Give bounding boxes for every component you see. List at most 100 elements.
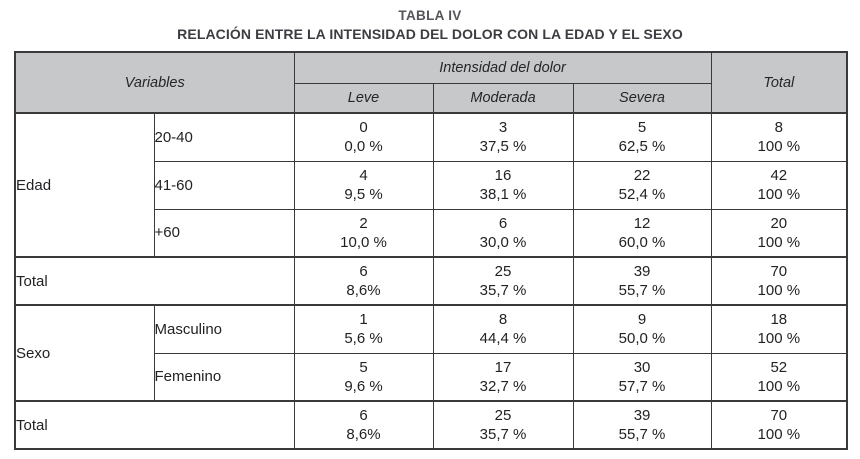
percent: 100 % (757, 426, 801, 443)
percent: 38,1 % (479, 186, 527, 203)
cell-sexo-masculino-moderada: 8 44,4 % (432, 304, 574, 354)
cell-sexo-femenino-total: 52 100 % (710, 352, 848, 402)
cell-sexo-femenino-leve: 5 9,6 % (293, 352, 434, 402)
cell-edad-20-40-moderada: 3 37,5 % (432, 112, 574, 162)
percent: 100 % (757, 138, 801, 156)
count: 25 (494, 407, 512, 424)
count: 30 (633, 358, 651, 376)
percent: 35,7 % (479, 426, 527, 443)
percent: 100 % (757, 233, 801, 251)
percent: 32,7 % (479, 377, 527, 395)
cell-edad-20-40-total: 8 100 % (710, 112, 848, 162)
percent: 57,7 % (618, 377, 666, 395)
percent: 9,6 % (344, 377, 383, 395)
cell-edad-20-40-leve: 0 0,0 % (293, 112, 434, 162)
cell-edad-41-60-moderada: 16 38,1 % (432, 160, 574, 210)
count: 12 (633, 214, 651, 232)
cell-sexo-masculino-total: 18 100 % (710, 304, 848, 354)
percent: 30,0 % (479, 233, 527, 251)
count: 0 (359, 119, 368, 137)
cell-total-sexo-moderada: 25 35,7 % (432, 400, 574, 450)
cell-sexo-femenino-severa: 30 57,7 % (572, 352, 712, 402)
percent: 0,0 % (344, 138, 383, 156)
percent: 37,5 % (479, 138, 527, 156)
count: 4 (359, 167, 368, 184)
count: 8 (774, 119, 783, 137)
row-label-femenino: Femenino (153, 352, 295, 402)
count: 42 (770, 167, 788, 184)
count: 9 (637, 311, 647, 329)
header-total: Total (710, 51, 848, 114)
row-label-41-60: 41-60 (153, 160, 295, 210)
percent: 35,7 % (479, 282, 527, 299)
group-label-sexo: Sexo (14, 304, 155, 402)
row-label-20-40: 20-40 (153, 112, 295, 162)
cell-edad-60-plus-total: 20 100 % (710, 208, 848, 258)
count: 8 (498, 311, 508, 329)
count: 18 (770, 311, 788, 329)
table-subtitle: RELACIÓN ENTRE LA INTENSIDAD DEL DOLOR C… (177, 26, 683, 42)
count: 52 (770, 358, 788, 376)
count: 39 (633, 407, 651, 424)
cell-total-edad-severa: 39 55,7 % (572, 256, 712, 306)
count: 16 (494, 167, 512, 184)
count: 5 (359, 358, 368, 376)
cell-edad-60-plus-severa: 12 60,0 % (572, 208, 712, 258)
percent: 100 % (757, 282, 801, 299)
percent: 8,6% (346, 426, 381, 443)
count: 22 (633, 167, 651, 184)
count: 25 (494, 263, 512, 280)
percent: 60,0 % (618, 233, 666, 251)
cell-total-sexo-total: 70 100 % (710, 400, 848, 450)
table-title: TABLA IV (398, 8, 462, 23)
cell-total-edad-total: 70 100 % (710, 256, 848, 306)
cell-sexo-femenino-moderada: 17 32,7 % (432, 352, 574, 402)
percent: 100 % (757, 186, 801, 203)
count: 3 (498, 119, 508, 137)
count: 17 (494, 358, 512, 376)
cell-total-edad-leve: 6 8,6% (293, 256, 434, 306)
count: 70 (770, 263, 788, 280)
percent: 100 % (757, 377, 801, 395)
count: 39 (633, 263, 651, 280)
percent: 62,5 % (618, 138, 666, 156)
header-level-severa: Severa (572, 82, 712, 114)
row-label-60-plus: +60 (153, 208, 295, 258)
percent: 5,6 % (344, 330, 383, 348)
percent: 55,7 % (618, 282, 666, 299)
percent: 9,5 % (344, 186, 383, 203)
count: 2 (359, 214, 368, 232)
count: 1 (359, 311, 368, 329)
percent: 8,6% (346, 282, 381, 299)
cell-sexo-masculino-severa: 9 50,0 % (572, 304, 712, 354)
cell-edad-41-60-total: 42 100 % (710, 160, 848, 210)
percent: 100 % (757, 330, 801, 348)
cell-edad-60-plus-leve: 2 10,0 % (293, 208, 434, 258)
cell-total-sexo-severa: 39 55,7 % (572, 400, 712, 450)
header-level-leve: Leve (293, 82, 434, 114)
count: 6 (359, 263, 368, 280)
cell-edad-41-60-severa: 22 52,4 % (572, 160, 712, 210)
count: 6 (498, 214, 508, 232)
header-variables: Variables (14, 51, 295, 114)
cell-sexo-masculino-leve: 1 5,6 % (293, 304, 434, 354)
group-label-edad: Edad (14, 112, 155, 258)
total-row-label-edad: Total (14, 256, 295, 306)
cell-edad-60-plus-moderada: 6 30,0 % (432, 208, 574, 258)
total-row-label-sexo: Total (14, 400, 295, 450)
percent: 44,4 % (479, 330, 527, 348)
percent: 50,0 % (618, 330, 666, 348)
count: 5 (637, 119, 647, 137)
count: 6 (359, 407, 368, 424)
cell-total-edad-moderada: 25 35,7 % (432, 256, 574, 306)
percent: 52,4 % (618, 186, 666, 203)
data-table: Variables Intensidad del dolor Total Lev… (14, 51, 849, 450)
header-intensity-group: Intensidad del dolor (293, 51, 712, 84)
percent: 10,0 % (340, 233, 387, 251)
count: 70 (770, 407, 788, 424)
header-level-moderada: Moderada (432, 82, 574, 114)
cell-edad-41-60-leve: 4 9,5 % (293, 160, 434, 210)
row-label-masculino: Masculino (153, 304, 295, 354)
percent: 55,7 % (618, 426, 666, 443)
